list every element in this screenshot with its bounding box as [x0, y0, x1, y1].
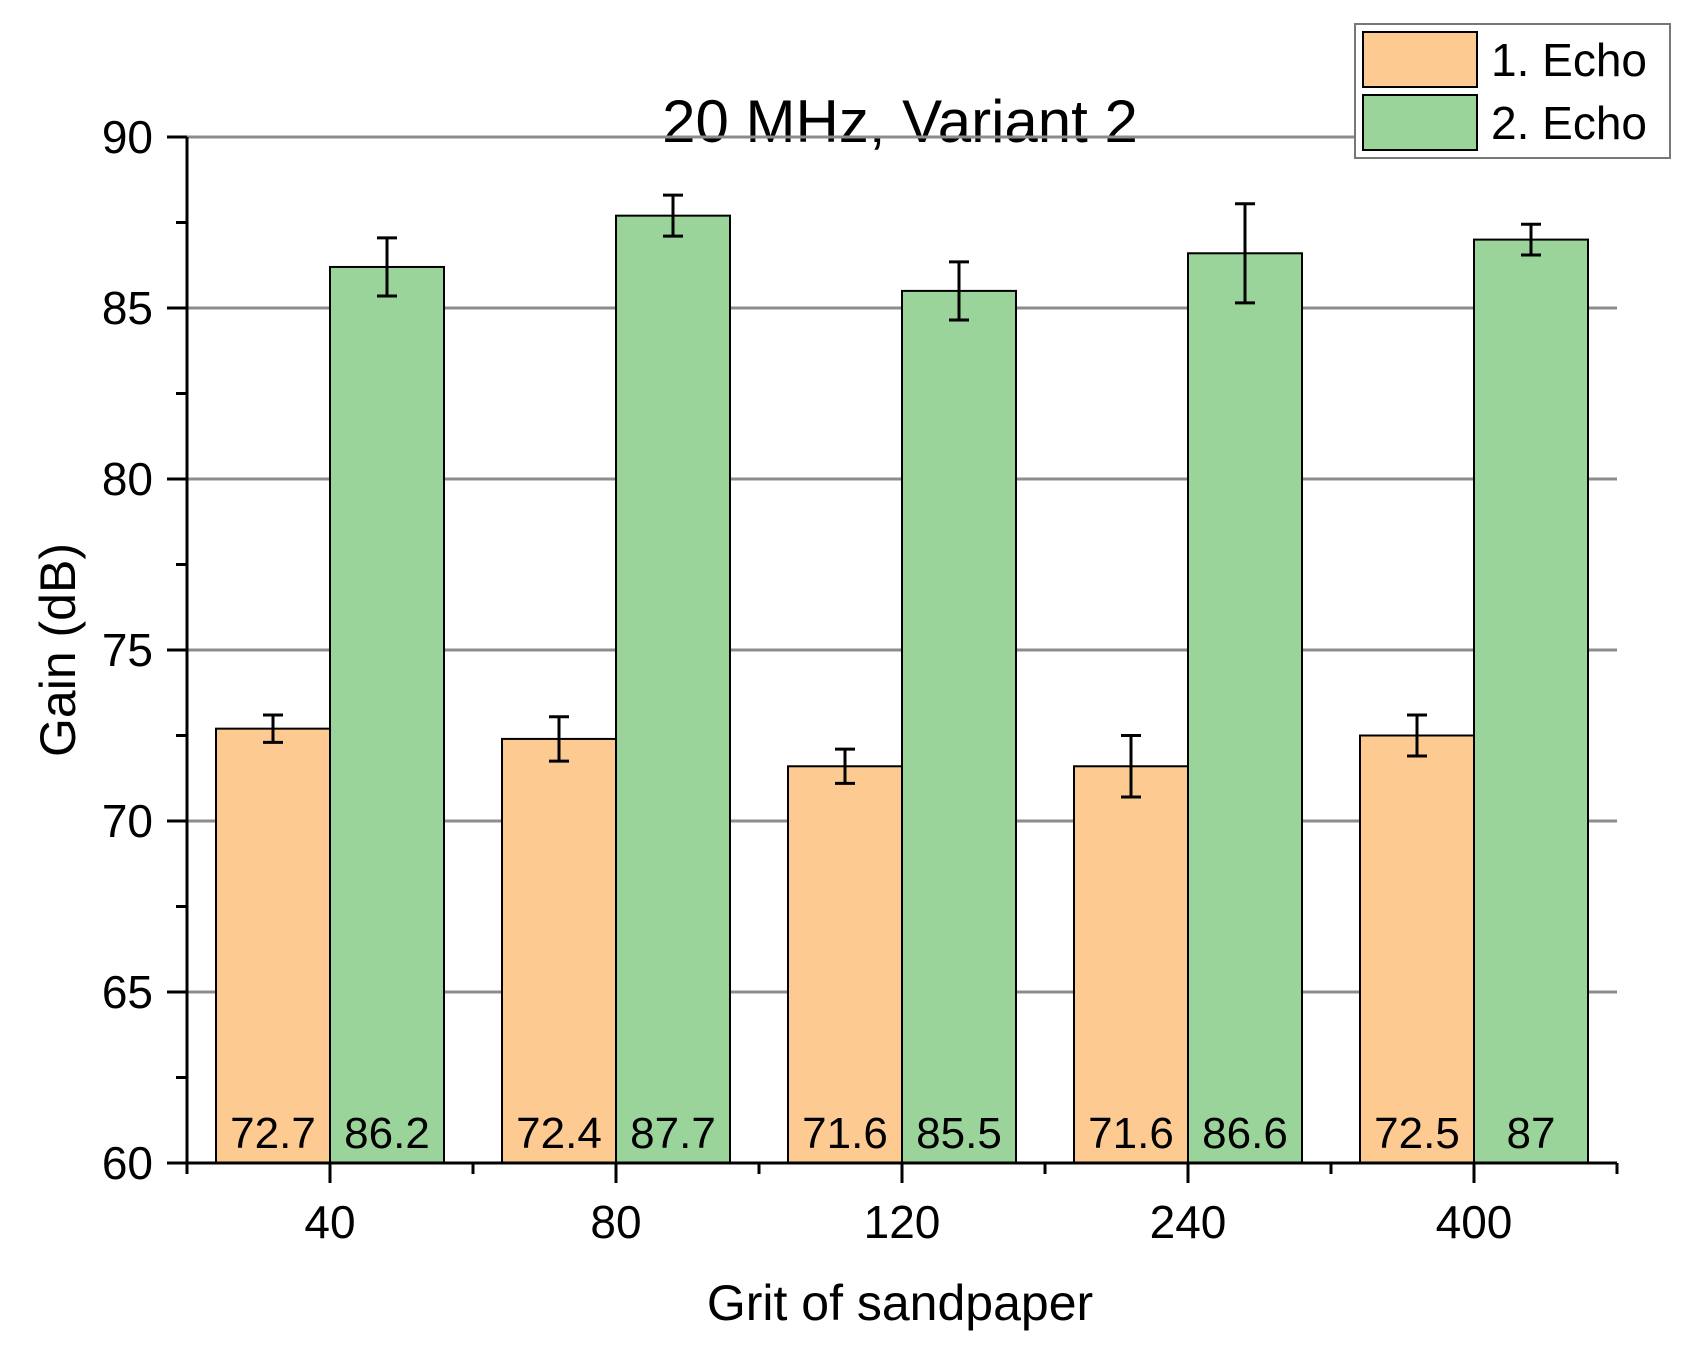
y-tick-label-75: 75 — [102, 624, 153, 676]
bar-series2-120 — [901, 289, 1017, 1164]
y-tick-label-90: 90 — [102, 111, 153, 163]
error-bar-series2-120 — [949, 260, 969, 322]
data-label-series2-240: 86.6 — [1202, 1109, 1288, 1158]
bars: 72.7 72.4 71.6 71.6 72.5 86.2 87.7 85.5 86.6 87 — [215, 193, 1589, 1165]
error-bar-series1-240 — [1121, 734, 1141, 799]
bar-series2-80 — [615, 214, 731, 1165]
legend-swatch-series2 — [1362, 94, 1478, 151]
data-label-series1-80: 72.4 — [516, 1109, 602, 1158]
bar-series1-80 — [501, 737, 617, 1164]
y-tick-label-60: 60 — [102, 1137, 153, 1189]
y-axis-label: Gain (dB) — [30, 543, 86, 757]
error-bar-series1-40 — [263, 713, 283, 744]
error-bar-series2-400 — [1521, 222, 1541, 257]
y-tick-label-70: 70 — [102, 795, 153, 847]
bar-series2-400 — [1473, 238, 1589, 1165]
error-bar-series2-80 — [663, 193, 683, 238]
legend-label-series1: 1. Echo — [1491, 34, 1647, 86]
x-tick-label-80: 80 — [590, 1196, 641, 1248]
y-tick-label-65: 65 — [102, 966, 153, 1018]
legend-swatch-series1 — [1362, 31, 1478, 88]
data-label-series1-400: 72.5 — [1374, 1109, 1460, 1158]
data-label-series1-120: 71.6 — [802, 1109, 888, 1158]
legend: 1. Echo 2. Echo — [1354, 23, 1671, 159]
data-label-series2-400: 87 — [1507, 1109, 1556, 1158]
bar-series1-40 — [215, 727, 331, 1164]
x-tick-label-120: 120 — [864, 1196, 941, 1248]
bar-series2-240 — [1187, 252, 1303, 1164]
bar-series1-400 — [1359, 734, 1475, 1164]
data-label-series1-40: 72.7 — [230, 1109, 316, 1158]
legend-label-series2: 2. Echo — [1491, 97, 1647, 149]
error-bar-series1-120 — [835, 747, 855, 785]
bar-series1-120 — [787, 765, 903, 1165]
error-bar-series2-40 — [377, 236, 397, 298]
y-tick-label-80: 80 — [102, 453, 153, 505]
y-tick-label-85: 85 — [102, 282, 153, 334]
bar-series2-40 — [329, 265, 445, 1164]
error-bar-series1-80 — [549, 715, 569, 763]
bar-series1-240 — [1073, 765, 1189, 1165]
data-label-series2-80: 87.7 — [630, 1109, 716, 1158]
x-tick-label-40: 40 — [304, 1196, 355, 1248]
x-tick-label-240: 240 — [1150, 1196, 1227, 1248]
axes: 60 65 70 75 80 85 90 40 80 120 240 400 — [102, 111, 1619, 1248]
data-label-series2-120: 85.5 — [916, 1109, 1002, 1158]
data-label-series1-240: 71.6 — [1088, 1109, 1174, 1158]
error-bar-series2-240 — [1235, 202, 1255, 305]
error-bar-series1-400 — [1407, 713, 1427, 758]
x-axis-label: Grit of sandpaper — [707, 1275, 1093, 1331]
x-tick-label-400: 400 — [1436, 1196, 1513, 1248]
data-label-series2-40: 86.2 — [344, 1109, 430, 1158]
chart-title: 20 MHz, Variant 2 — [662, 88, 1138, 155]
